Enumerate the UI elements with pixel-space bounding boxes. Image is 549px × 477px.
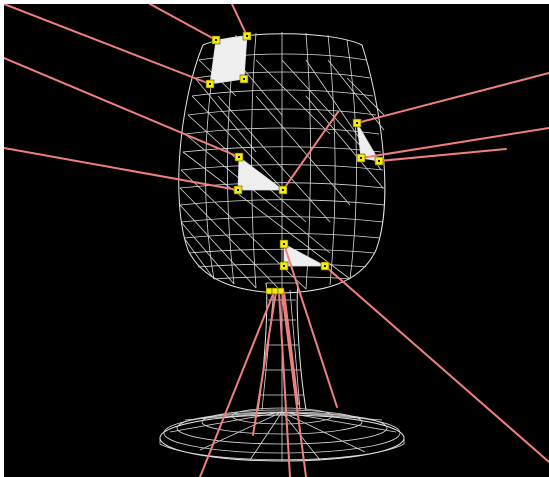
vertex-handle[interactable] bbox=[320, 261, 330, 271]
vertex-handle[interactable] bbox=[265, 287, 273, 295]
vertex-handle[interactable] bbox=[278, 185, 288, 195]
normal-rays bbox=[4, 4, 549, 477]
vertex-handle[interactable] bbox=[352, 118, 362, 128]
selected-face-left bbox=[237, 156, 285, 191]
vertex-handle[interactable] bbox=[233, 185, 243, 195]
vertex-handle[interactable] bbox=[234, 152, 244, 162]
vertex-handle[interactable] bbox=[205, 79, 215, 89]
selected-faces bbox=[209, 35, 380, 295]
3d-viewport[interactable] bbox=[4, 4, 549, 477]
glass-bowl-mesh bbox=[178, 31, 386, 294]
vertex-handle[interactable] bbox=[374, 156, 384, 166]
selected-face-right bbox=[356, 122, 380, 162]
vertex-handle[interactable] bbox=[271, 287, 279, 295]
selected-face-bottom bbox=[283, 243, 326, 267]
vertex-handle[interactable] bbox=[242, 31, 252, 41]
vertex-handle[interactable] bbox=[277, 287, 285, 295]
glass-base-mesh bbox=[159, 407, 405, 462]
vertex-handle[interactable] bbox=[279, 261, 289, 271]
vertex-handle[interactable] bbox=[211, 35, 221, 45]
vertex-handles[interactable] bbox=[205, 31, 384, 295]
vertex-handle[interactable] bbox=[239, 74, 249, 84]
vertex-handle[interactable] bbox=[279, 239, 289, 249]
viewport-canvas[interactable] bbox=[4, 4, 549, 477]
vertex-handle[interactable] bbox=[356, 153, 366, 163]
